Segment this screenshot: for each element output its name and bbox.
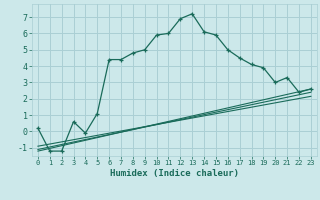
X-axis label: Humidex (Indice chaleur): Humidex (Indice chaleur) — [110, 169, 239, 178]
